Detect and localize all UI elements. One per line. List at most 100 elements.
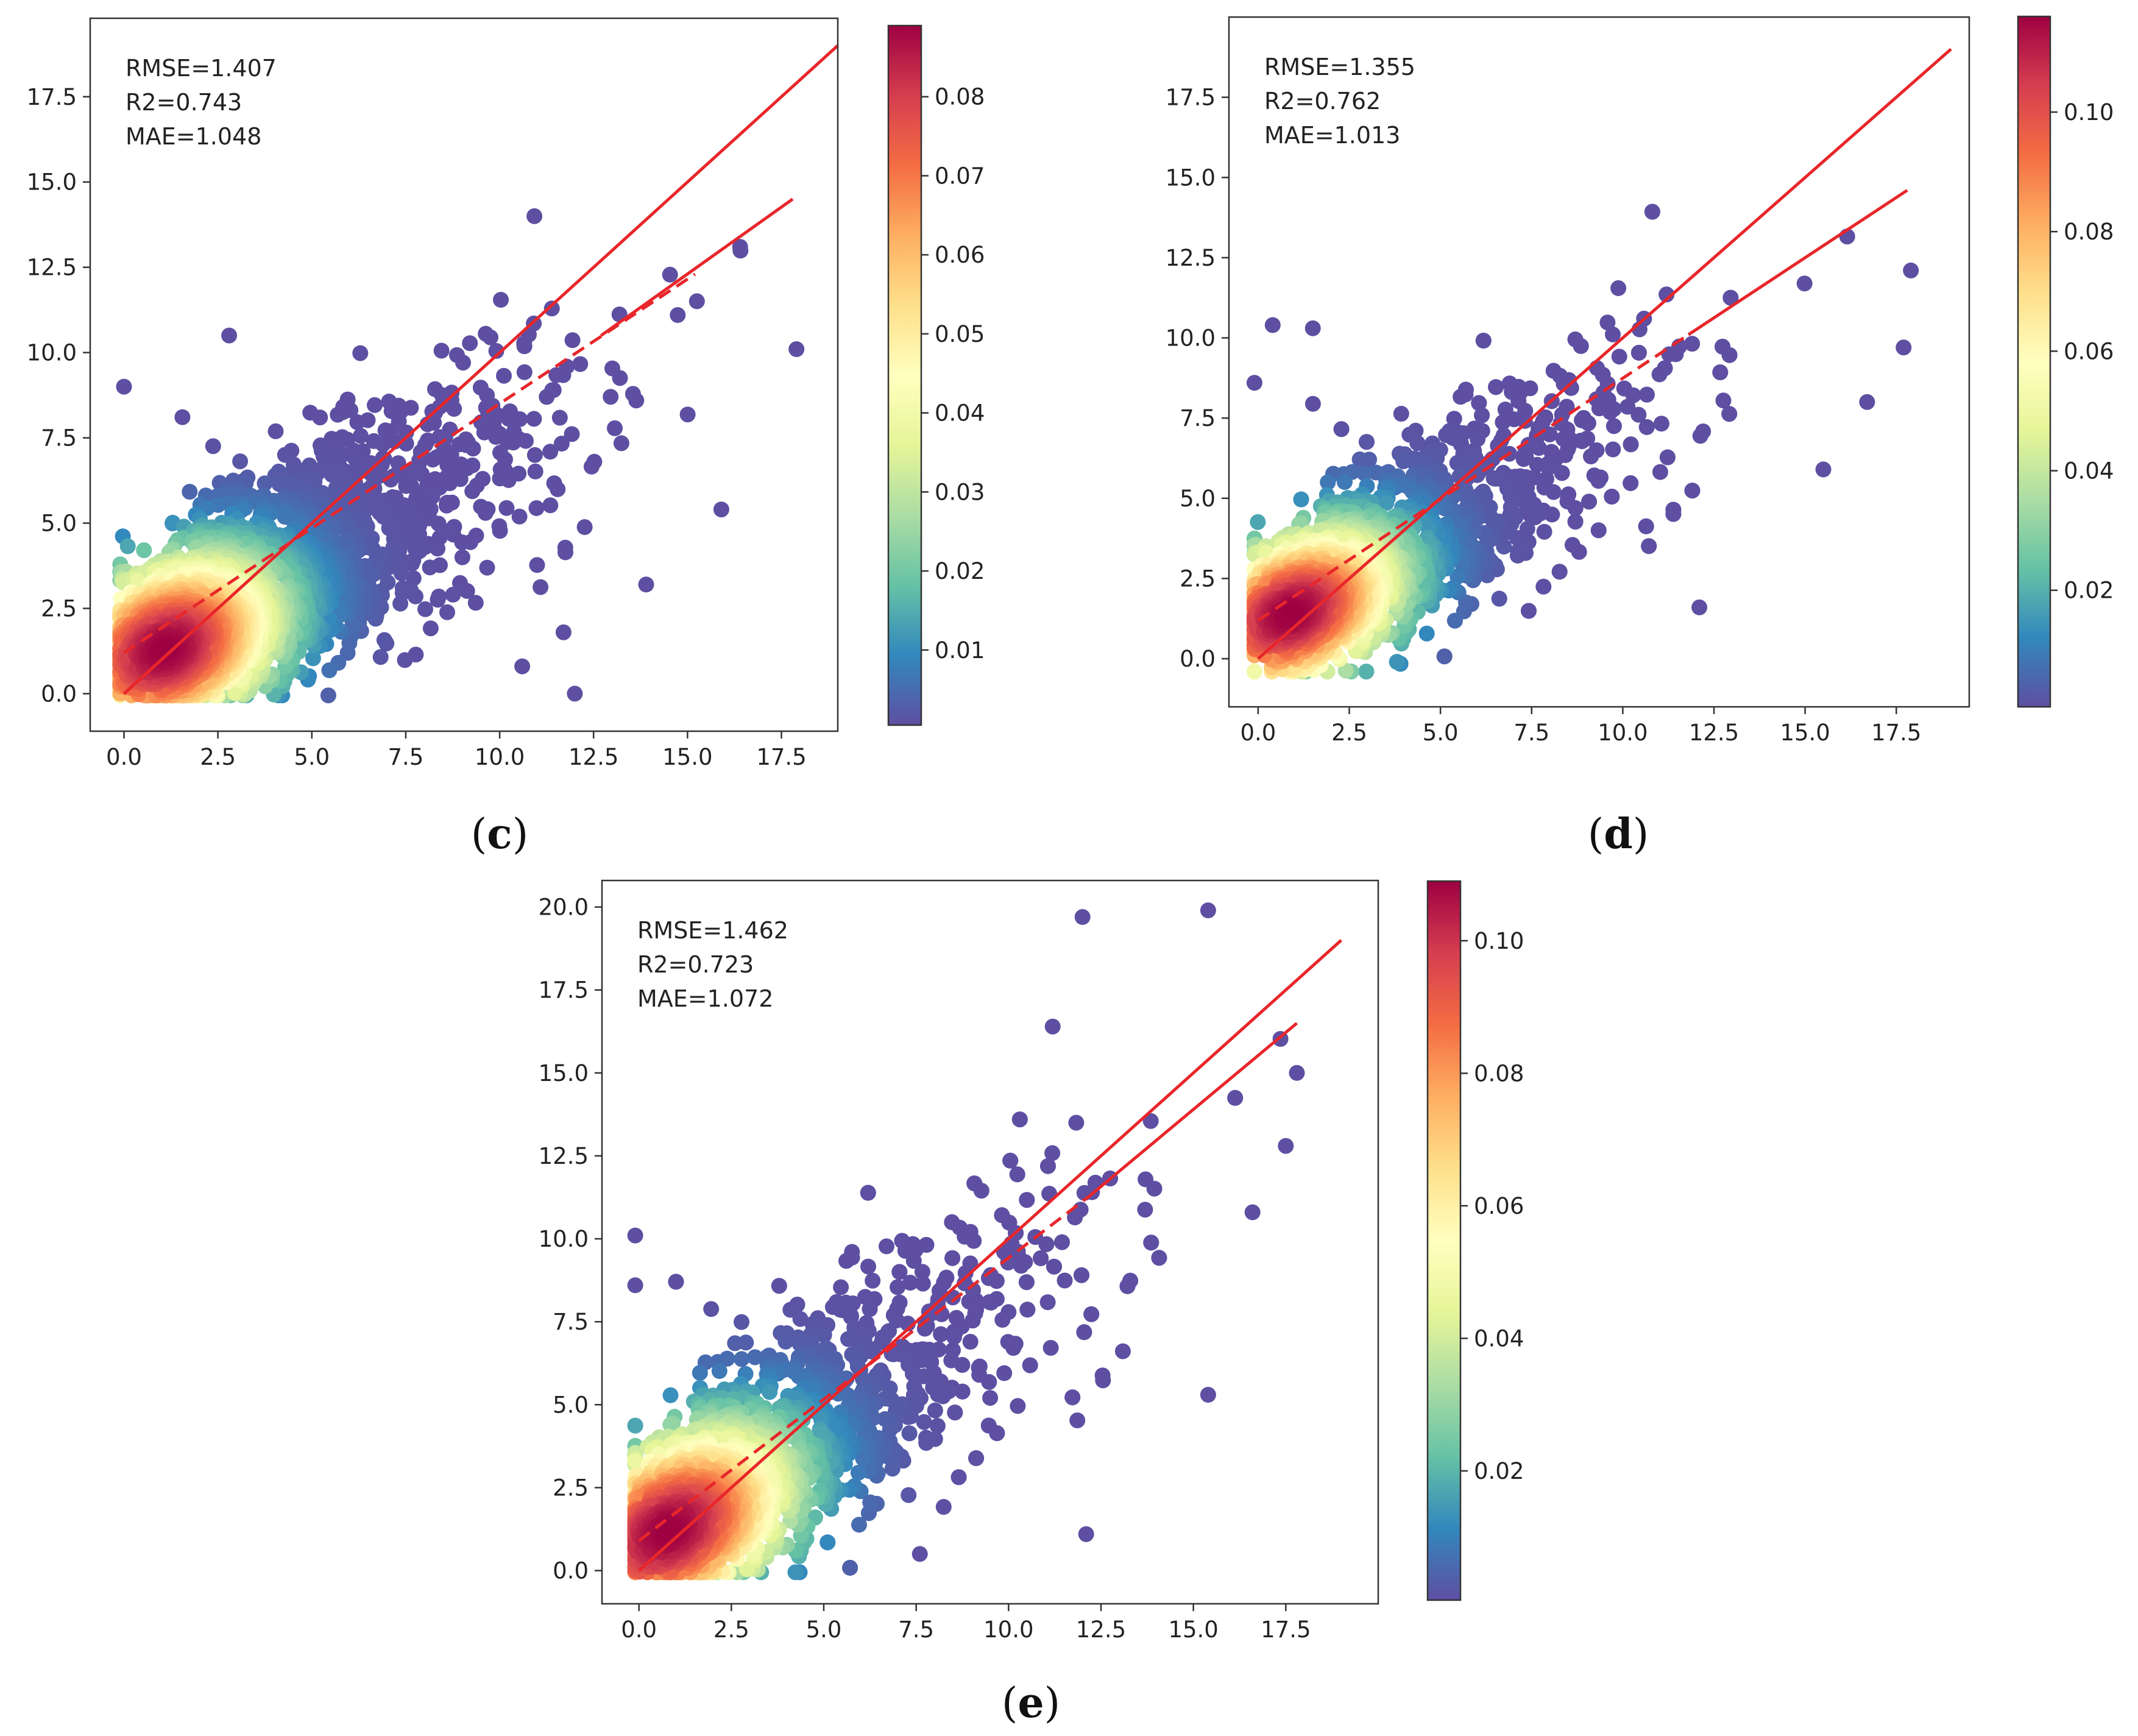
scatter-point: [136, 542, 152, 558]
scatter-point: [392, 595, 409, 612]
scatter-point: [688, 293, 705, 310]
scatter-point: [1684, 483, 1701, 499]
scatter-point: [1453, 389, 1469, 405]
scatter-point: [572, 356, 589, 372]
scatter-point: [551, 409, 568, 426]
scatter-point: [397, 652, 413, 668]
scatter-point: [393, 565, 409, 581]
identity-line-c-0: [122, 44, 839, 695]
scatter-point: [353, 428, 369, 444]
scatter-point: [320, 687, 336, 704]
scatter-point: [479, 559, 495, 576]
scatter-point: [455, 355, 471, 371]
scatter-point: [1574, 412, 1590, 428]
scatter-point: [613, 435, 629, 452]
y-tick-label: 2.5: [41, 595, 77, 622]
x-tick-label: 5.0: [294, 744, 330, 770]
scatter-point: [496, 367, 512, 384]
x-tick-label: 17.5: [756, 744, 806, 770]
scatter-point: [542, 444, 559, 460]
scatter-point: [1581, 494, 1597, 510]
scatter-point: [1665, 501, 1682, 518]
scatter-point: [1605, 326, 1621, 342]
scatter-point: [553, 436, 570, 452]
stat-label: MAE=1.048: [126, 123, 261, 150]
scatter-point: [1591, 400, 1607, 417]
scatter-point: [1389, 654, 1405, 670]
y-tick-label: 0.0: [41, 681, 77, 707]
scatter-point: [526, 411, 542, 427]
scatter-point: [539, 389, 555, 405]
scatter-point: [1378, 495, 1395, 511]
scatter-panel-d: 0.0 2.5 5.0 7.5 10.0 12.5 15.0 17.50.02.55.07.5…: [1166, 15, 2114, 746]
scatter-point: [1496, 539, 1512, 554]
scatter-point: [1638, 518, 1654, 534]
scatter-point: [1903, 262, 1919, 278]
scatter-point: [564, 332, 581, 349]
scatter-point: [528, 500, 545, 516]
scatter-point: [1610, 280, 1627, 296]
scatter-point: [670, 307, 686, 323]
scatter-point: [277, 509, 293, 525]
scatter-point: [548, 367, 565, 383]
scatter-point: [1554, 465, 1570, 481]
scatter-point: [1519, 520, 1535, 537]
scatter-point: [1638, 386, 1655, 403]
scatter-point: [511, 508, 528, 525]
scatter-point: [1446, 411, 1462, 427]
scatter-point: [129, 572, 146, 589]
scatter-point: [662, 266, 678, 283]
scatter-point: [366, 433, 382, 449]
colorbar-tick-label: 0.07: [935, 163, 985, 189]
scatter-point: [483, 329, 498, 345]
scatter-point: [679, 406, 696, 423]
scatter-point: [1691, 599, 1708, 615]
scatter-point: [439, 497, 455, 514]
scatter-point: [1564, 537, 1580, 553]
scatter-point: [1475, 333, 1492, 349]
scatter-point: [1304, 395, 1321, 412]
scatter-point: [1395, 453, 1412, 469]
scatter-point: [1605, 441, 1621, 458]
scatter-point: [1641, 538, 1657, 554]
scatter-point: [1471, 395, 1487, 411]
scatter-point: [1630, 406, 1647, 423]
scatter-point: [1815, 461, 1832, 478]
scatter-point: [514, 658, 531, 675]
scatter-point: [1721, 406, 1738, 422]
scatter-point: [473, 498, 489, 515]
scatter-point: [628, 392, 645, 409]
scatter-point: [1583, 448, 1599, 464]
scatter-point: [330, 406, 346, 423]
scatter-point: [1604, 489, 1620, 505]
scatter-point: [398, 478, 414, 494]
fit-line-c-1: [123, 272, 696, 654]
scatter-point: [607, 420, 623, 436]
scatter-point: [1573, 338, 1589, 354]
scatter-point: [638, 576, 654, 593]
scatter-point: [119, 538, 136, 554]
scatter-point: [1521, 603, 1537, 619]
scatter-point: [439, 604, 455, 620]
scatter-point: [1859, 394, 1875, 410]
scatter-point: [1485, 470, 1502, 486]
scatter-point: [1246, 375, 1262, 391]
scatter-point: [1510, 547, 1526, 564]
scatter-point: [557, 539, 573, 556]
scatter-point: [232, 453, 249, 470]
scatter-point: [1658, 286, 1675, 303]
scatter-point: [603, 389, 619, 405]
scatter-points-c: [112, 208, 805, 704]
scatter-point: [526, 208, 543, 224]
scatter-point: [1692, 428, 1708, 444]
scatter-point: [452, 575, 468, 591]
scatter-point: [576, 519, 593, 535]
scatter-point: [372, 649, 389, 665]
scatter-point: [1712, 364, 1729, 380]
colorbar-tick-label: 0.06: [935, 242, 985, 268]
scatter-point: [1559, 493, 1576, 509]
scatter-point: [433, 342, 450, 359]
scatter-point: [1320, 474, 1336, 491]
x-tick-label: 10.0: [475, 744, 525, 770]
scatter-point: [604, 360, 620, 377]
